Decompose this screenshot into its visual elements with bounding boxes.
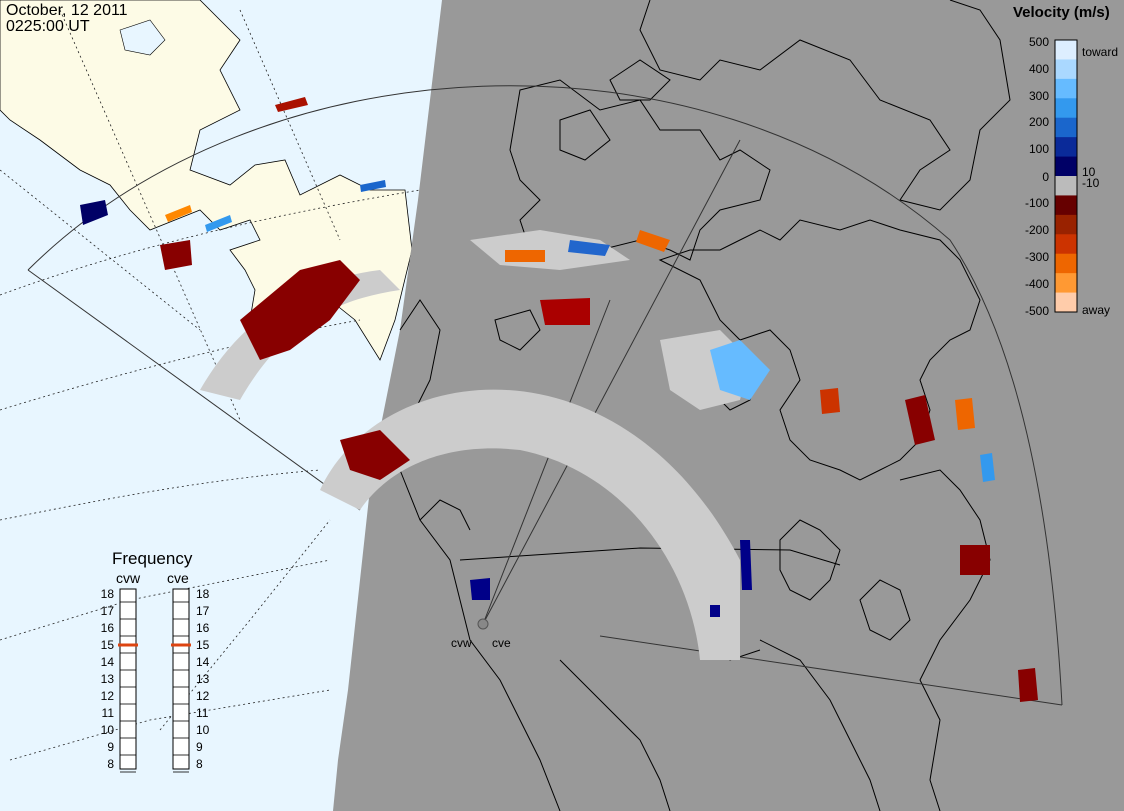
velocity-echoes — [80, 97, 1038, 702]
radar-sites: cvw cve — [451, 618, 511, 650]
colorbar-tick-label: -200 — [1025, 223, 1049, 237]
frequency-tick-label: 10 — [196, 723, 210, 737]
colorbar-swatch — [1055, 98, 1077, 119]
frequency-tick-label: 10 — [101, 723, 115, 737]
colorbar-swatch — [1055, 156, 1077, 177]
colorbar-swatch — [1055, 137, 1077, 158]
colorbar-tick-label: 300 — [1029, 89, 1049, 103]
frequency-tick-label: 14 — [101, 655, 115, 669]
frequency-column — [172, 588, 190, 770]
colorbar-tick-label: 0 — [1042, 170, 1049, 184]
colorbar-swatch — [1055, 78, 1077, 99]
colorbar-frame — [1054, 39, 1078, 313]
frequency-tick-label: 15 — [196, 638, 210, 652]
radar-site-marker — [477, 618, 489, 630]
colorbar-tick-label: 10 — [1082, 165, 1096, 179]
colorbar-tick-label: -100 — [1025, 196, 1049, 210]
frequency-radar-label-cvw: cvw — [116, 570, 141, 586]
frequency-tick-label: 13 — [196, 672, 210, 686]
frequency-tick-label: 13 — [101, 672, 115, 686]
site-label-cve: cve — [492, 636, 511, 650]
colorbar-tick-label: 400 — [1029, 62, 1049, 76]
colorbar-swatch — [1055, 234, 1077, 255]
night-side — [333, 0, 1124, 811]
frequency-tick-label: 16 — [101, 621, 115, 635]
frequency-tick-label: 17 — [196, 604, 210, 618]
frequency-radar-label-cve: cve — [167, 570, 189, 586]
fov-outline — [27, 85, 1063, 706]
colorbar-tick-label: -400 — [1025, 277, 1049, 291]
colorbar-title: Velocity (m/s) — [1013, 4, 1110, 21]
frequency-tick-label: 14 — [196, 655, 210, 669]
colorbar-swatch — [1055, 273, 1077, 294]
colorbar-swatch — [1055, 195, 1077, 216]
frequency-tick-label: 11 — [196, 706, 209, 720]
frequency-tick-label: 17 — [101, 604, 115, 618]
colorbar-tick-label: -500 — [1025, 304, 1049, 318]
colorbar-swatch — [1055, 253, 1077, 274]
site-label-cvw: cvw — [451, 636, 472, 650]
frequency-tick-label: 8 — [107, 757, 114, 771]
colorbar-tick-label: -300 — [1025, 250, 1049, 264]
time-label: 0225:00 UT — [6, 18, 90, 35]
frequency-tick-label: 9 — [107, 740, 114, 754]
frequency-tick-label: 12 — [101, 689, 115, 703]
frequency-tick-label: 12 — [196, 689, 210, 703]
colorbar-swatch — [1055, 40, 1077, 60]
frequency-tick-label: 18 — [101, 587, 115, 601]
frequency-tick-label: 8 — [196, 757, 203, 771]
lake-shape — [119, 19, 166, 56]
colorbar-swatch — [1055, 214, 1077, 235]
frequency-tick-label: 16 — [196, 621, 210, 635]
colorbar-tick-label: -10 — [1082, 176, 1100, 190]
colorbar-swatch — [1055, 117, 1077, 138]
frequency-tick-label: 18 — [196, 587, 210, 601]
colorbar-tick-label: 500 — [1029, 35, 1049, 49]
colorbar-swatch — [1055, 176, 1077, 196]
colorbar-swatch — [1055, 59, 1077, 80]
frequency-tick-label: 9 — [196, 740, 203, 754]
frequency-column — [119, 588, 137, 770]
frequency-tick-label: 15 — [101, 638, 115, 652]
frequency-tick-label: 11 — [102, 706, 115, 720]
colorbar-away-label: away — [1082, 303, 1110, 317]
colorbar-swatch — [1055, 292, 1077, 313]
frequency-title: Frequency — [112, 549, 193, 568]
colorbar-tick-label: 200 — [1029, 115, 1049, 129]
colorbar-tick-label: 100 — [1029, 142, 1049, 156]
date-label: October, 12 2011 — [6, 2, 128, 19]
frequency-panel: 18 17 16 15 14 13 12 11 10 9 8 18 17 16 15 14 13 12 11 10 9 8 — [101, 587, 210, 773]
colorbar-toward-label: toward — [1082, 45, 1118, 59]
